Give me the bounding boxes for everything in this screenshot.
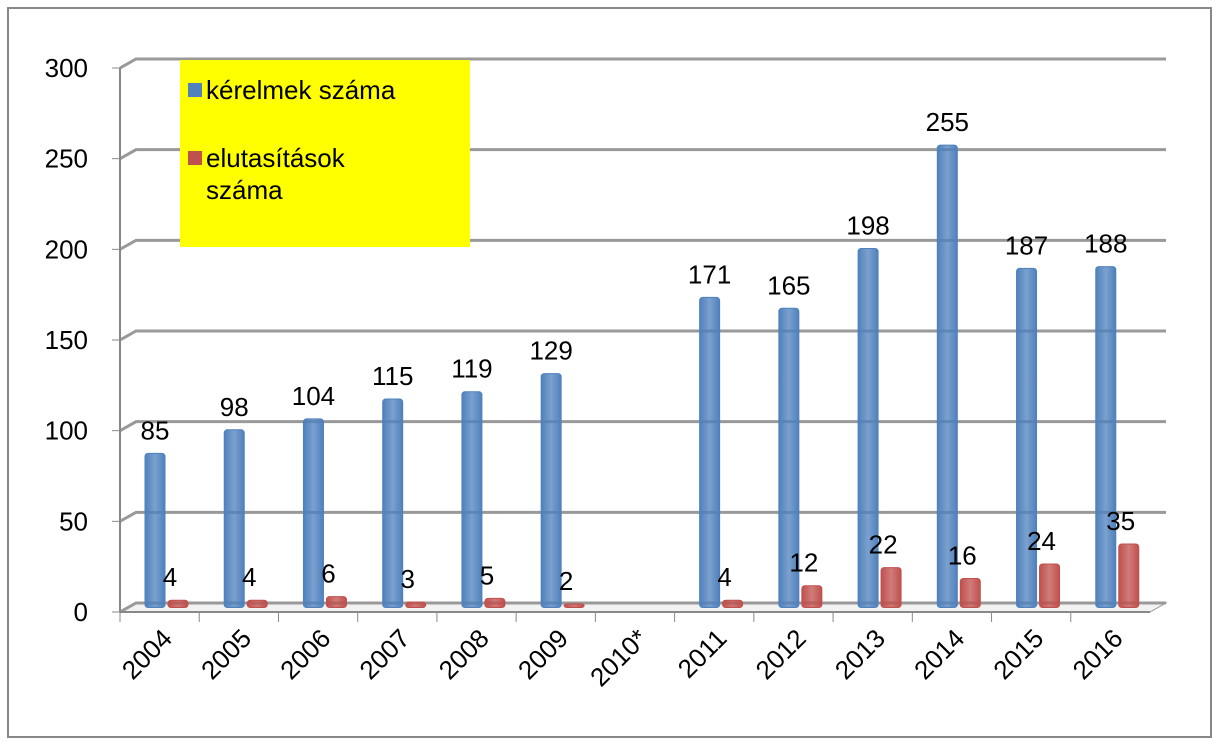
data-label: 12 [789, 548, 818, 578]
data-label: 85 [141, 415, 170, 445]
data-label: 255 [926, 107, 969, 137]
legend: kérelmek száma elutasítások száma [180, 60, 470, 247]
bar [223, 429, 245, 608]
grid-line [119, 329, 1166, 342]
legend-label: elutasítások száma [206, 143, 345, 205]
legend-swatch [188, 83, 202, 97]
grid-line [119, 57, 1166, 70]
bar [959, 577, 981, 609]
bar [382, 398, 404, 609]
legend-item: elutasítások száma [188, 142, 462, 206]
bar [563, 603, 585, 609]
grid-line [119, 601, 1166, 614]
data-label: 187 [1005, 230, 1048, 260]
bar [857, 247, 879, 609]
data-label: 16 [948, 540, 977, 570]
grid-line [119, 148, 1166, 160]
data-label: 165 [767, 270, 810, 300]
data-label: 104 [292, 381, 335, 411]
y-tick-label: 250 [45, 144, 88, 174]
data-label: 4 [242, 562, 256, 592]
y-tick-label: 50 [59, 506, 88, 536]
y-tick-label: 150 [45, 325, 88, 355]
data-label: 188 [1084, 229, 1127, 259]
grid-line [119, 510, 1166, 523]
bar [936, 144, 958, 608]
bar [1095, 266, 1117, 608]
bar [461, 391, 483, 609]
data-label: 24 [1027, 526, 1056, 556]
data-label: 4 [163, 562, 177, 592]
y-tick-label: 300 [45, 53, 88, 83]
data-label: 4 [717, 562, 731, 592]
bar [302, 418, 324, 608]
bar [801, 585, 823, 608]
data-label: 198 [846, 210, 889, 240]
y-tick-label: 0 [74, 597, 88, 627]
bar [1118, 543, 1140, 608]
data-label: 119 [451, 354, 492, 384]
bar [1016, 267, 1038, 608]
grid-line [119, 420, 1166, 432]
bar [405, 601, 427, 608]
bar [167, 599, 189, 608]
data-label: 171 [688, 259, 731, 289]
y-tick-label: 200 [45, 234, 88, 264]
data-label: 115 [372, 361, 413, 391]
bar [1039, 563, 1061, 608]
data-label: 3 [400, 564, 414, 594]
legend-swatch [188, 151, 202, 165]
bar [484, 597, 506, 609]
data-label: 129 [529, 336, 572, 366]
bar [880, 567, 902, 609]
bar [144, 452, 166, 608]
data-label: 6 [321, 559, 335, 589]
y-tick-label: 100 [45, 416, 88, 446]
bar [778, 307, 800, 608]
bar [722, 599, 744, 608]
bars: 85 4 98 4 104 6 115 3 119 5 129 2 171 4 165 12 198 22 255 1… [141, 107, 1140, 609]
bar [699, 296, 721, 608]
data-label: 5 [480, 560, 494, 590]
data-label: 22 [869, 530, 898, 560]
data-label: 98 [220, 392, 249, 422]
grid-line [119, 238, 1166, 251]
legend-item: kérelmek száma [188, 74, 462, 106]
bar [540, 373, 562, 608]
data-label: 35 [1106, 506, 1135, 536]
data-label: 2 [559, 566, 573, 596]
legend-label: kérelmek száma [206, 75, 396, 105]
bar [246, 599, 268, 608]
bar [325, 596, 347, 608]
